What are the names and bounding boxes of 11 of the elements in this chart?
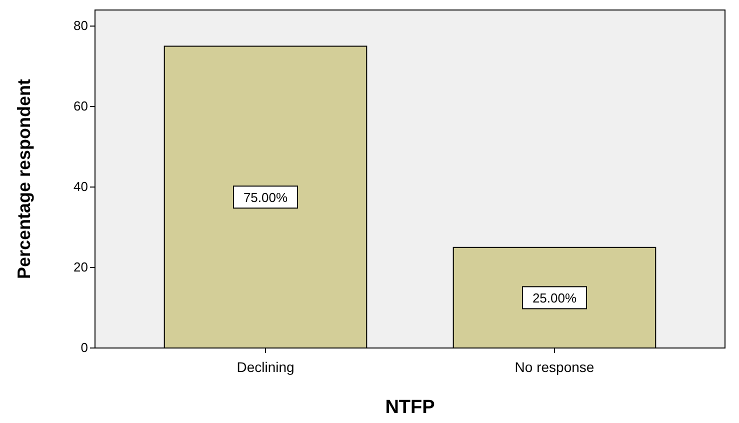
y-axis-title: Percentage respondent: [14, 78, 34, 280]
y-tick-label: 60: [74, 98, 88, 114]
y-tick-label: 20: [74, 260, 88, 275]
data-label: 75.00%: [243, 190, 288, 206]
x-tick-label: Declining: [236, 359, 294, 375]
y-tick-label: 40: [74, 179, 88, 194]
y-tick-label: 0: [80, 340, 88, 355]
x-axis-title: NTFP: [385, 397, 436, 418]
x-tick-label: No response: [514, 359, 594, 375]
y-tick-label: 80: [74, 18, 88, 34]
data-label: 25.00%: [532, 290, 577, 306]
